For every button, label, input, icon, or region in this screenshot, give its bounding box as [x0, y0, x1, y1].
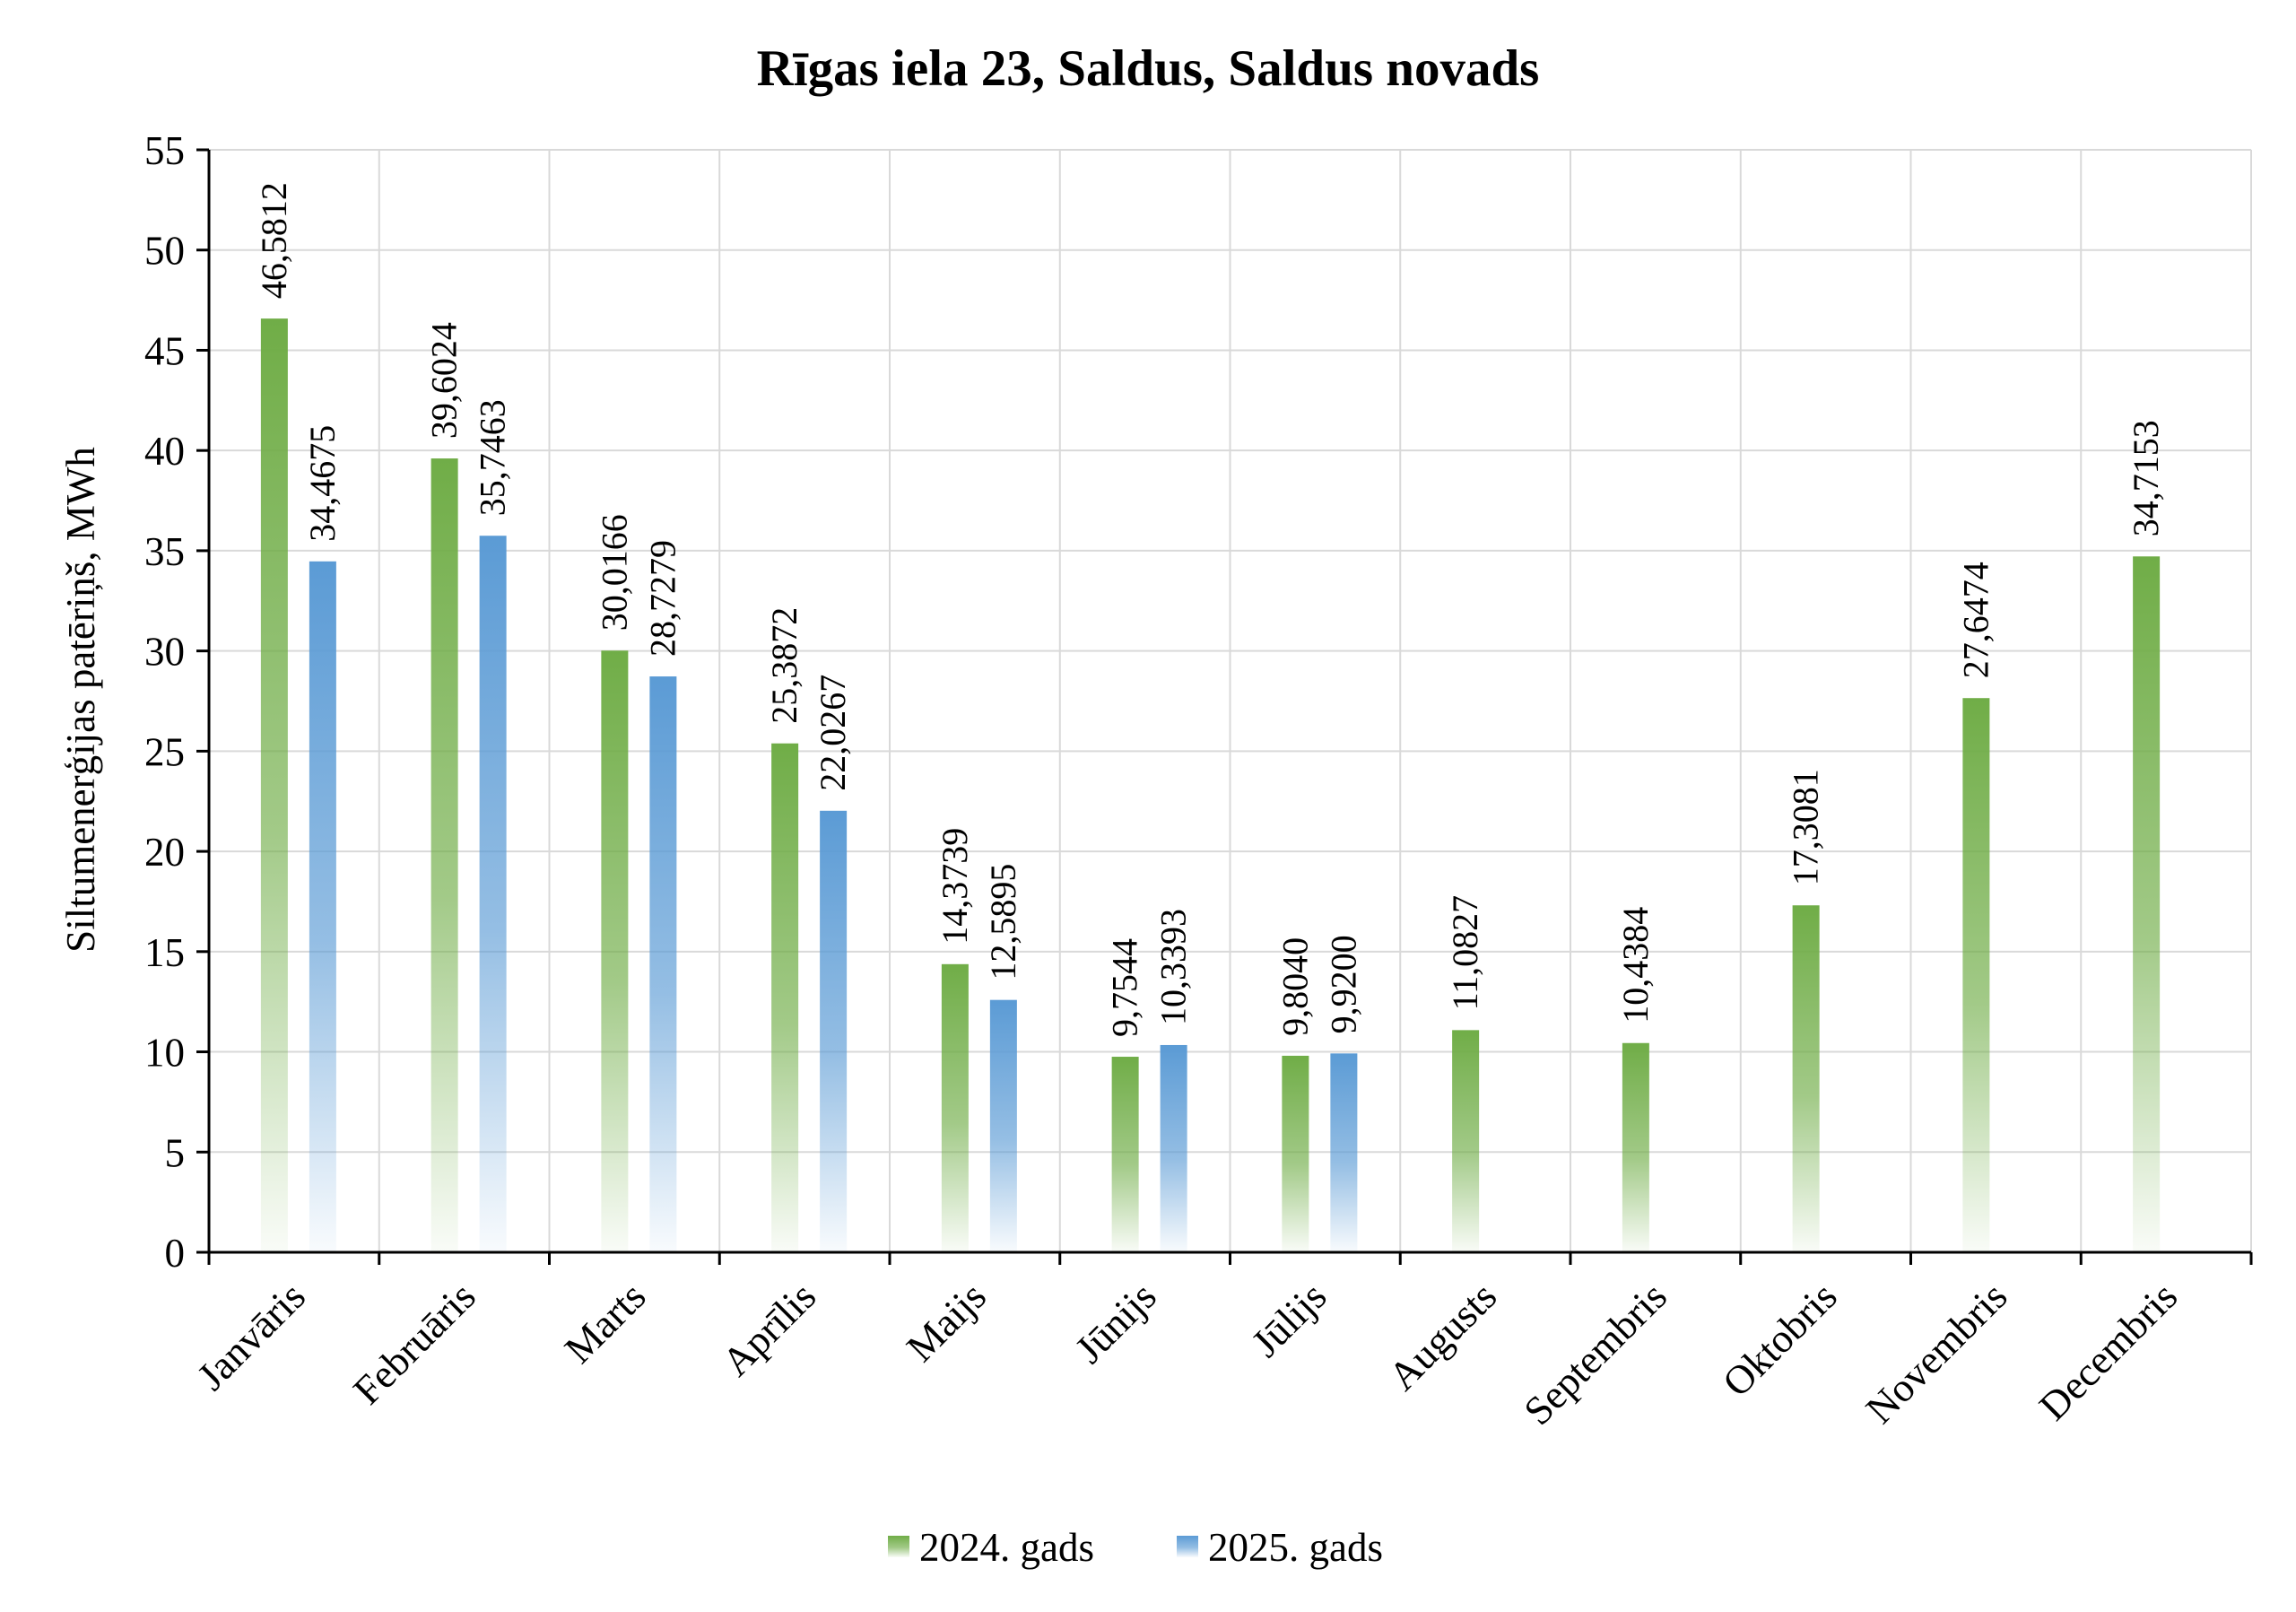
y-tick-label: 55 [144, 128, 185, 173]
x-tick-label: Decembris [2031, 1274, 2186, 1429]
grid-layer [208, 149, 2252, 1253]
x-tick-label: Jūlijs [1243, 1274, 1335, 1366]
x-tick-label: Janvāris [188, 1274, 314, 1399]
chart-title: Rīgas iela 23, Saldus, Saldus novads [757, 40, 1540, 97]
legend-label: 2024. gads [919, 1525, 1094, 1570]
data-label: 17,3081 [1786, 769, 1826, 885]
y-tick-label: 25 [144, 729, 185, 774]
x-tick-label: Jūnijs [1066, 1274, 1165, 1372]
bar-2024-10 [1962, 698, 1990, 1252]
data-label: 34,4675 [302, 425, 343, 542]
data-label: 27,6474 [1955, 562, 1996, 678]
bar-2024-1 [430, 458, 458, 1252]
x-tick-label: Novembris [1857, 1274, 2016, 1433]
bar-2025-6 [1330, 1053, 1358, 1252]
bar-2025-3 [820, 810, 848, 1252]
bar-2024-5 [1111, 1057, 1139, 1252]
y-axis-title: Siltumenerģijas patēriņš, MWh [58, 447, 103, 953]
data-label: 10,4384 [1615, 907, 1656, 1024]
bar-2024-0 [260, 318, 288, 1252]
bar-2024-2 [601, 650, 629, 1252]
x-tick-label: Septembris [1515, 1274, 1675, 1434]
bar-2024-8 [1622, 1042, 1649, 1252]
x-tick-label: Aprīlis [713, 1274, 824, 1385]
legend-label: 2025. gads [1208, 1525, 1383, 1570]
data-label: 35,7463 [473, 399, 513, 516]
legend-swatch [888, 1536, 909, 1557]
bar-2024-7 [1452, 1030, 1480, 1252]
data-label: 12,5895 [983, 864, 1023, 980]
data-label: 46,5812 [254, 182, 294, 299]
data-label: 22,0267 [813, 675, 853, 791]
legend-item-2025: 2025. gads [1177, 1525, 1383, 1570]
data-label: 14,3739 [935, 828, 975, 945]
x-tick-label: Augusts [1380, 1274, 1506, 1399]
bar-2024-3 [771, 743, 799, 1252]
data-label: 25,3872 [764, 607, 804, 724]
bar-2024-11 [2133, 556, 2161, 1252]
bar-2025-0 [309, 561, 336, 1252]
bar-2025-1 [479, 536, 507, 1252]
x-tick-label: Oktobris [1714, 1274, 1846, 1406]
y-tick-label: 5 [165, 1130, 186, 1175]
bar-2024-9 [1792, 905, 1820, 1252]
data-label: 9,9200 [1323, 935, 1363, 1033]
x-tick-label: Februāris [344, 1274, 484, 1414]
data-label: 34,7153 [2126, 420, 2166, 536]
bars-layer [260, 318, 2161, 1252]
y-tick-label: 30 [144, 630, 185, 675]
data-label: 11,0827 [1445, 895, 1485, 1011]
labels-layer: 46,5812 39,6024 30,0166 25,3872 14,3739 9,754… [254, 182, 2166, 1037]
legend-item-2024: 2024. gads [888, 1525, 1094, 1570]
y-tick-label: 20 [144, 830, 185, 875]
y-tick-label: 50 [144, 229, 185, 274]
legend: 2024. gads 2025. gads [888, 1525, 1383, 1570]
bar-2025-2 [649, 676, 677, 1252]
y-tick-label: 0 [165, 1231, 186, 1276]
data-label: 28,7279 [642, 540, 683, 657]
bar-2024-6 [1282, 1055, 1309, 1252]
y-tick-label: 40 [144, 429, 185, 474]
data-label: 10,3393 [1153, 909, 1194, 1025]
data-label: 9,8040 [1274, 937, 1315, 1036]
y-tick-label: 35 [144, 529, 185, 574]
bar-2025-5 [1160, 1044, 1187, 1252]
y-tick-label: 45 [144, 328, 185, 373]
bar-2025-4 [989, 999, 1017, 1252]
legend-swatch [1177, 1536, 1198, 1557]
y-tick-label: 10 [144, 1031, 185, 1076]
data-label: 30,0166 [594, 514, 634, 631]
x-tick-label: Maijs [898, 1274, 995, 1371]
data-label: 39,6024 [424, 322, 465, 439]
bar-2024-4 [941, 963, 969, 1252]
y-tick-label: 15 [144, 930, 185, 975]
x-tick-label: Marts [556, 1274, 655, 1372]
data-label: 9,7544 [1105, 938, 1145, 1037]
